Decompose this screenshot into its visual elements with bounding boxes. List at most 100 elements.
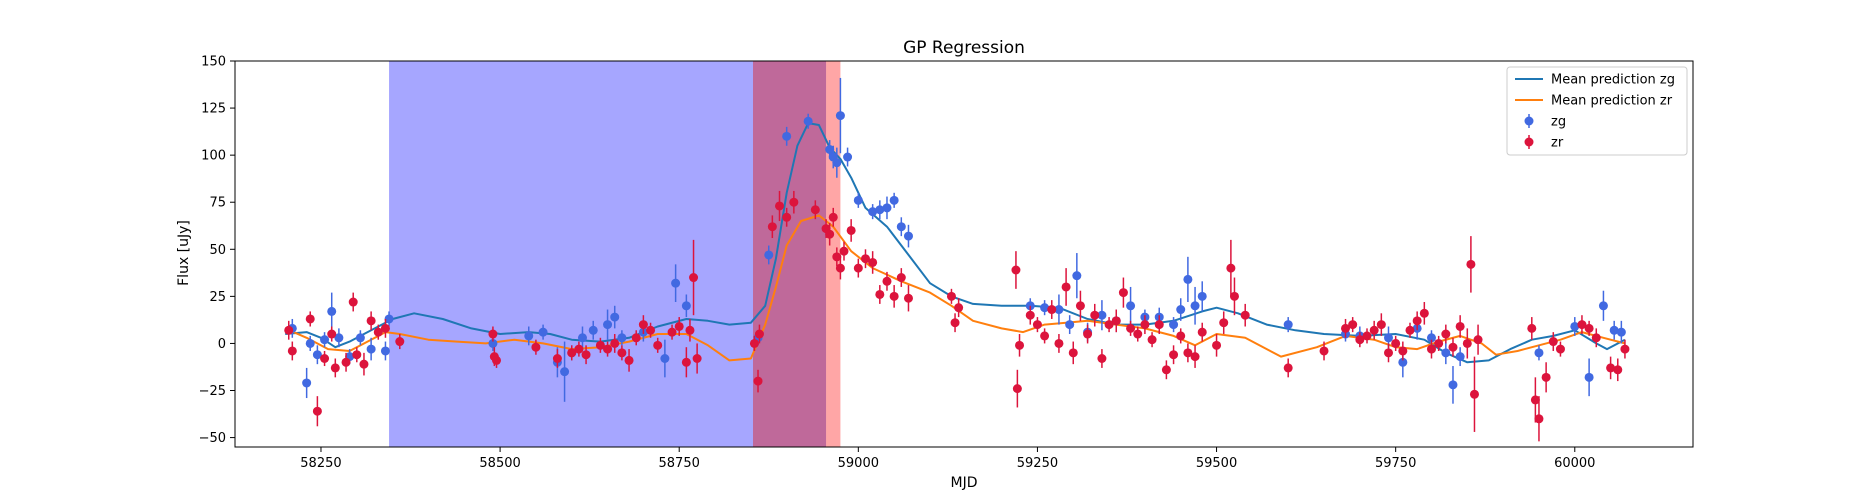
zr-data-point <box>1434 338 1444 348</box>
zg-data-point <box>334 333 344 343</box>
zg-data-point <box>538 327 548 337</box>
zg-data-point <box>782 131 792 141</box>
chart-title: GP Regression <box>903 38 1025 58</box>
zr-data-point <box>1169 350 1179 360</box>
zr-data-point <box>552 354 562 364</box>
zg-data-point <box>355 333 365 343</box>
zg-data-point <box>853 195 863 205</box>
zr-data-point <box>1355 335 1365 345</box>
y-axis-label: Flux [uJy] <box>176 220 192 286</box>
y-tick-label: 25 <box>209 290 226 305</box>
zr-data-point <box>1466 259 1476 269</box>
zg-data-point <box>1190 301 1200 311</box>
zr-data-point <box>681 357 691 367</box>
zr-data-point <box>1040 331 1050 341</box>
zr-data-point <box>810 205 820 215</box>
zr-data-point <box>1075 301 1085 311</box>
zr-data-point <box>330 363 340 373</box>
zr-data-point <box>1229 291 1239 301</box>
zr-data-point <box>839 246 849 256</box>
zg-data-point <box>384 314 394 324</box>
zg-data-point <box>1065 320 1075 330</box>
y-tick-label: −50 <box>199 431 226 446</box>
y-tick-label: 75 <box>209 196 226 211</box>
zg-data-point <box>302 378 312 388</box>
zr-data-point <box>1104 320 1114 330</box>
zr-data-point <box>1118 288 1128 298</box>
zg-data-point <box>366 344 376 354</box>
zg-data-point <box>588 325 598 335</box>
zg-data-point <box>610 312 620 322</box>
legend: Mean prediction zg Mean prediction zr zg zr <box>1506 66 1688 156</box>
zg-data-point <box>1126 301 1136 311</box>
x-tick-label: 58250 <box>300 456 341 471</box>
zr-data-point <box>1190 352 1200 362</box>
zr-data-point <box>1473 335 1483 345</box>
zr-data-point <box>846 225 856 235</box>
zr-data-point <box>782 212 792 222</box>
zr-data-point <box>1412 316 1422 326</box>
x-tick-label: 60000 <box>1554 456 1595 471</box>
legend-label: Mean prediction zg <box>1551 73 1675 88</box>
zr-data-point <box>595 340 605 350</box>
zr-data-point <box>754 329 764 339</box>
zg-data-point <box>868 207 878 217</box>
zr-data-point <box>395 337 405 347</box>
zr-data-point <box>1061 282 1071 292</box>
x-tick-label: 58750 <box>659 456 700 471</box>
zr-data-point <box>1362 331 1372 341</box>
zg-data-point <box>1176 305 1186 315</box>
zr-data-point <box>1613 365 1623 375</box>
zg-data-point <box>617 333 627 343</box>
y-axis-ticks: −50 −25 0 25 50 75 100 125 150 <box>199 55 235 446</box>
zr-data-point <box>653 340 663 350</box>
zr-data-point <box>1032 320 1042 330</box>
y-tick-label: −25 <box>199 384 226 399</box>
zr-data-point <box>567 348 577 358</box>
zr-data-point <box>610 338 620 348</box>
zr-data-point <box>320 354 330 364</box>
zr-data-point <box>1441 329 1451 339</box>
legend-label: zg <box>1551 115 1566 130</box>
zr-data-point <box>1090 310 1100 320</box>
zr-data-point <box>1140 320 1150 330</box>
zr-data-point <box>646 325 656 335</box>
zr-data-point <box>835 263 845 273</box>
zg-data-point <box>327 306 337 316</box>
zr-data-point <box>603 344 613 354</box>
zr-data-point <box>896 273 906 283</box>
zr-data-point <box>1126 323 1136 333</box>
zg-data-point <box>671 278 681 288</box>
zr-data-point <box>889 291 899 301</box>
zr-data-point <box>1047 305 1057 315</box>
zr-data-point <box>1341 323 1351 333</box>
zr-data-point <box>1376 320 1386 330</box>
zr-data-point <box>284 325 294 335</box>
zg-data-point <box>1570 321 1580 331</box>
zg-data-point <box>1283 320 1293 330</box>
zg-data-point <box>1398 357 1408 367</box>
zr-data-point <box>1226 263 1236 273</box>
y-tick-label: 100 <box>201 149 226 164</box>
zr-data-point <box>1462 338 1472 348</box>
x-tick-label: 59000 <box>838 456 879 471</box>
zr-data-point <box>352 350 362 360</box>
x-tick-label: 58500 <box>479 456 520 471</box>
zg-data-point <box>305 338 315 348</box>
zr-data-point <box>1398 346 1408 356</box>
zr-data-point <box>1054 338 1064 348</box>
zr-data-point <box>1348 320 1358 330</box>
zr-data-point <box>1620 344 1630 354</box>
zr-data-point <box>775 201 785 211</box>
shaded-regions <box>389 61 841 447</box>
zr-data-point <box>624 355 634 365</box>
legend-label: Mean prediction zr <box>1551 94 1673 109</box>
zr-data-point <box>1541 372 1551 382</box>
zr-data-point <box>954 303 964 313</box>
zg-data-point <box>320 335 330 345</box>
zr-data-point <box>574 344 584 354</box>
zr-data-point <box>749 338 759 348</box>
zr-data-point <box>767 222 777 232</box>
legend-handle-zg <box>1524 114 1534 128</box>
zr-data-point <box>692 354 702 364</box>
